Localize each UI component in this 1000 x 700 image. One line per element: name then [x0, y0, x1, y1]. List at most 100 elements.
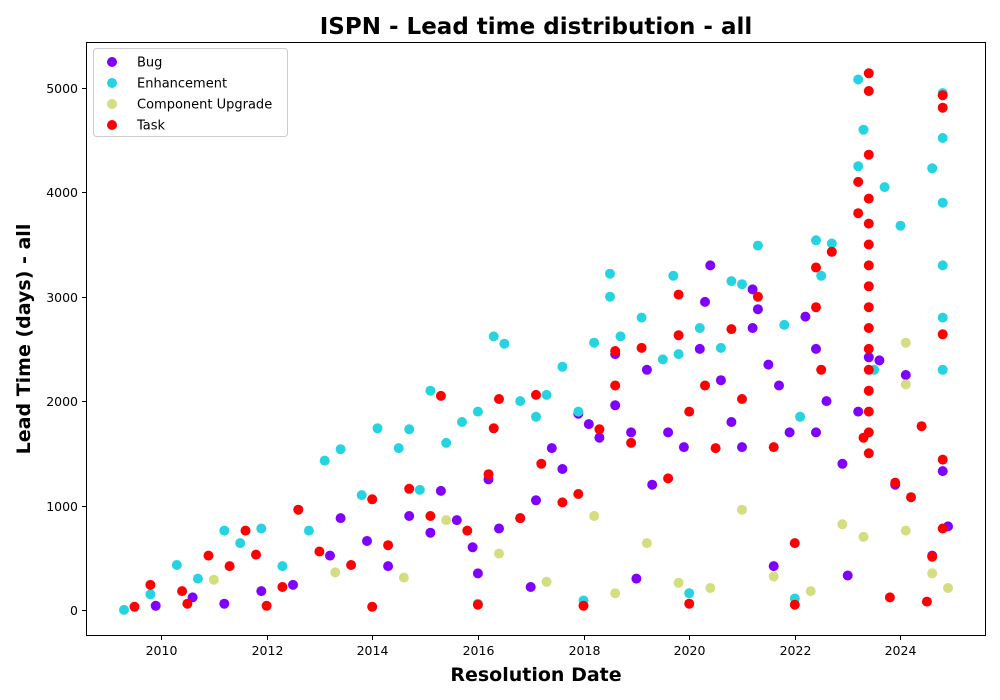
y-tick-label: 4000 [46, 185, 78, 200]
data-point-enhancement [615, 331, 626, 342]
data-point-bug [774, 380, 784, 391]
y-tick-label: 1000 [46, 499, 78, 514]
data-point-bug [837, 458, 848, 469]
data-point-task [768, 442, 779, 453]
data-point-enhancement [277, 561, 288, 572]
data-point-component-upgrade [927, 568, 938, 579]
data-point-enhancement [937, 197, 948, 208]
x-tick-label: 2024 [885, 643, 917, 658]
data-point-task [293, 504, 304, 515]
data-point-bug [626, 427, 637, 438]
data-point-task [789, 599, 800, 610]
x-axis-label: Resolution Date [450, 664, 621, 686]
data-point-task [937, 90, 948, 101]
data-point-enhancement [668, 270, 679, 281]
x-tick-label: 2010 [146, 643, 178, 658]
data-point-enhancement [441, 437, 452, 448]
series-component-upgrade [208, 337, 953, 599]
x-tick-label: 2018 [569, 643, 601, 658]
data-point-task [710, 443, 721, 454]
data-point-enhancement [737, 279, 747, 290]
data-point-enhancement [557, 361, 568, 372]
data-point-task [853, 176, 864, 187]
data-point-task [863, 239, 874, 250]
data-point-enhancement [531, 411, 541, 422]
data-point-task [863, 323, 874, 333]
data-point-task [367, 601, 378, 612]
data-point-component-upgrade [673, 577, 684, 588]
data-point-task [921, 596, 932, 607]
data-point-enhancement [335, 444, 346, 455]
data-point-task [737, 394, 747, 404]
legend-marker-task [107, 120, 117, 130]
data-point-task [863, 68, 874, 79]
data-point-bug [583, 419, 594, 430]
data-point-enhancement [715, 342, 726, 353]
data-point-bug [694, 343, 705, 354]
data-point-bug [705, 260, 716, 271]
data-point-component-upgrade [900, 337, 911, 348]
data-point-task [494, 394, 504, 404]
data-point-task [884, 592, 895, 603]
data-point-bug [737, 442, 747, 453]
data-point-enhancement [425, 385, 436, 396]
data-point-bug [472, 568, 483, 579]
data-point-bug [811, 427, 821, 438]
data-point-enhancement [927, 163, 938, 174]
y-axis-label: Lead Time (days) - all [13, 224, 35, 455]
data-point-enhancement [356, 490, 367, 501]
data-point-enhancement [673, 349, 684, 360]
data-point-bug [557, 464, 568, 474]
data-point-enhancement [219, 525, 230, 536]
data-point-task [700, 380, 710, 391]
data-point-enhancement [499, 338, 510, 349]
data-point-enhancement [879, 182, 890, 193]
data-point-enhancement [853, 161, 864, 172]
data-point-component-upgrade [858, 531, 869, 542]
data-point-component-upgrade [641, 538, 652, 549]
data-point-enhancement [192, 573, 203, 584]
data-point-bug [362, 536, 372, 546]
data-point-enhancement [303, 525, 314, 536]
data-point-enhancement [752, 240, 763, 251]
legend-label-bug: Bug [137, 56, 162, 71]
data-point-task [684, 598, 695, 609]
legend-marker-enhancement [107, 78, 117, 88]
data-point-task [483, 469, 494, 480]
data-point-task [129, 601, 140, 612]
data-point-task [314, 546, 325, 557]
data-point-bug [610, 400, 621, 411]
data-point-bug [150, 600, 161, 611]
data-point-enhancement [488, 331, 499, 342]
data-point-enhancement [657, 354, 668, 365]
data-point-component-upgrade [589, 511, 600, 521]
plot-frame [86, 42, 986, 636]
data-point-bug [404, 511, 415, 521]
data-point-bug [863, 352, 874, 363]
data-point-enhancement [404, 424, 415, 435]
data-point-task [863, 385, 874, 396]
data-point-task [594, 424, 605, 435]
data-point-component-upgrade [768, 571, 779, 582]
data-point-enhancement [573, 406, 584, 417]
data-point-enhancement [937, 133, 948, 143]
data-point-enhancement [858, 124, 869, 135]
data-point-bug [874, 355, 885, 366]
data-point-task [261, 600, 272, 611]
data-point-task [610, 346, 621, 356]
x-tick-label: 2016 [463, 643, 495, 658]
data-point-enhancement [235, 538, 246, 549]
x-tick-label: 2020 [674, 643, 706, 658]
data-point-task [578, 600, 589, 611]
data-point-bug [451, 515, 462, 526]
data-point-enhancement [119, 604, 129, 615]
x-tick-label: 2022 [780, 643, 812, 658]
data-point-task [937, 454, 948, 465]
data-point-bug [256, 586, 267, 597]
data-point-bug [752, 304, 763, 315]
data-point-task [863, 86, 874, 96]
data-point-task [726, 324, 737, 335]
data-point-bug [525, 582, 536, 592]
data-point-bug [531, 495, 541, 506]
data-point-enhancement [694, 323, 705, 333]
